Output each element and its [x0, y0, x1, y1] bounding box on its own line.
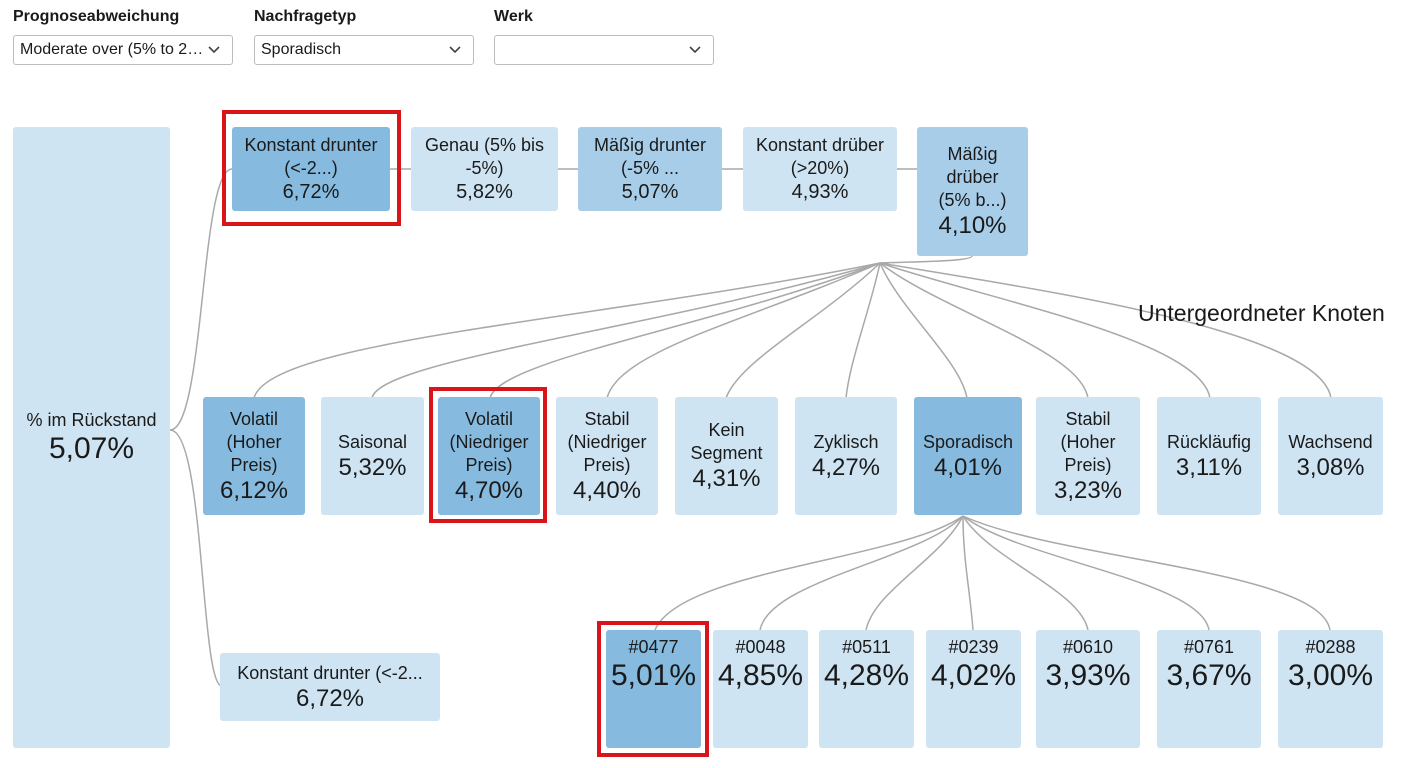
tree-node-level2-expanded[interactable]: Sporadisch 4,01% — [914, 397, 1022, 515]
node-value: 5,07% — [621, 181, 679, 203]
tree-node-level3[interactable]: #0048 4,85% — [713, 630, 808, 748]
tree-node-level1[interactable]: Genau (5% bis -5%) 5,82% — [411, 127, 558, 211]
node-label: Konstant drunter (<-2... — [237, 662, 423, 683]
tree-node-level1[interactable]: Mäßig drunter (-5% ... 5,07% — [578, 127, 722, 211]
node-value: 6,72% — [282, 181, 340, 203]
node-value: 4,10% — [938, 212, 1007, 239]
node-value: 6,72% — [295, 684, 365, 712]
node-value: 3,08% — [1296, 453, 1365, 481]
node-label: Zyklisch — [813, 431, 879, 452]
tree-node-level3[interactable]: #0610 3,93% — [1036, 630, 1140, 748]
node-label: Wachsend — [1288, 431, 1373, 452]
child-node-heading: Untergeordneter Knoten — [1138, 300, 1385, 326]
chevron-down-icon — [689, 46, 701, 54]
node-value: 4,01% — [933, 453, 1003, 481]
node-value: 3,93% — [1045, 659, 1131, 692]
chevron-down-icon — [208, 46, 220, 54]
node-label: Kein Segment — [690, 420, 763, 463]
filter-label: Prognoseabweichung — [13, 8, 180, 25]
nachfragetyp-dropdown[interactable]: Sporadisch — [254, 35, 474, 65]
node-value: 5,82% — [456, 181, 513, 203]
tree-node-level1[interactable]: Konstant drunter (<-2...) 6,72% — [232, 127, 390, 211]
tree-node-level2[interactable]: Stabil (Niedriger Preis) 4,40% — [556, 397, 658, 515]
node-label: #0610 — [1062, 637, 1114, 657]
node-value: 3,23% — [1053, 476, 1123, 504]
prognoseabweichung-dropdown[interactable]: Moderate over (5% to 20%) — [13, 35, 233, 65]
node-label: Konstant drunter (<-2...) — [244, 135, 378, 178]
node-label: Volatil (Hoher Preis) — [226, 408, 282, 475]
node-label: Mäßig drunter (-5% ... — [593, 135, 707, 178]
tree-node-level2[interactable]: Volatil (Hoher Preis) 6,12% — [203, 397, 305, 515]
node-label: Rückläufig — [1166, 431, 1252, 452]
tree-node-branch[interactable]: Konstant drunter (<-2... 6,72% — [220, 653, 440, 721]
node-value: 4,28% — [823, 659, 910, 692]
node-value: 4,27% — [811, 453, 881, 481]
node-value: 4,93% — [791, 181, 849, 203]
filter-label: Werk — [494, 8, 533, 25]
node-value: 5,01% — [610, 659, 697, 692]
node-label: #0511 — [842, 637, 891, 657]
filter-prognoseabweichung: Prognoseabweichung Moderate over (5% to … — [13, 8, 233, 65]
tree-node-level3[interactable]: #0288 3,00% — [1278, 630, 1383, 748]
tree-node-level2[interactable]: Volatil (Niedriger Preis) 4,70% — [438, 397, 540, 515]
node-value: 4,85% — [717, 659, 804, 692]
filter-nachfragetyp: Nachfragetyp Sporadisch — [254, 8, 474, 65]
filter-label: Nachfragetyp — [254, 8, 357, 25]
node-label: Stabil (Niedriger Preis) — [567, 408, 647, 475]
chevron-down-icon — [449, 46, 461, 54]
node-label: Sporadisch — [922, 431, 1014, 452]
tree-node-level2[interactable]: Stabil (Hoher Preis) 3,23% — [1036, 397, 1140, 515]
node-value: 3,67% — [1166, 659, 1252, 692]
node-label: #0761 — [1183, 637, 1235, 657]
node-label: Saisonal — [337, 431, 408, 452]
node-value: 3,00% — [1287, 659, 1374, 692]
node-label: Konstant drüber (>20%) — [755, 135, 885, 178]
tree-root-node[interactable]: % im Rückstand 5,07% — [13, 127, 170, 748]
node-value: 6,12% — [219, 476, 289, 504]
node-label: Genau (5% bis -5%) — [424, 135, 545, 178]
node-label: % im Rückstand — [26, 410, 157, 430]
node-value: 4,02% — [930, 659, 1017, 692]
tree-node-level2[interactable]: Saisonal 5,32% — [321, 397, 424, 515]
tree-node-level1[interactable]: Konstant drüber (>20%) 4,93% — [743, 127, 897, 211]
tree-node-level2[interactable]: Kein Segment 4,31% — [675, 397, 778, 515]
werk-dropdown[interactable] — [494, 35, 714, 65]
tree-node-level3[interactable]: #0761 3,67% — [1157, 630, 1261, 748]
node-label: #0477 — [628, 637, 679, 657]
node-value: 3,11% — [1175, 453, 1243, 481]
node-label: Mäßig drüber (5% b...) — [938, 144, 1007, 210]
tree-node-level1-expanded[interactable]: Mäßig drüber (5% b...) 4,10% — [917, 127, 1028, 256]
tree-node-level3[interactable]: #0239 4,02% — [926, 630, 1021, 748]
tree-node-level2[interactable]: Zyklisch 4,27% — [795, 397, 897, 515]
node-label: Volatil (Niedriger Preis) — [449, 408, 529, 475]
node-value: 5,32% — [338, 453, 407, 481]
tree-node-level3[interactable]: #0511 4,28% — [819, 630, 914, 748]
tree-node-level2[interactable]: Wachsend 3,08% — [1278, 397, 1383, 515]
node-value: 4,70% — [454, 476, 524, 504]
node-label: #0239 — [948, 637, 999, 657]
tree-node-level2[interactable]: Rückläufig 3,11% — [1157, 397, 1261, 515]
node-label: #0048 — [735, 637, 786, 657]
node-value: 5,07% — [48, 432, 135, 465]
node-label: #0288 — [1305, 637, 1356, 657]
node-value: 4,40% — [572, 476, 642, 504]
node-label: Stabil (Hoher Preis) — [1060, 408, 1116, 475]
tree-node-level3[interactable]: #0477 5,01% — [606, 630, 701, 748]
node-value: 4,31% — [692, 465, 761, 492]
filter-werk: Werk — [494, 8, 714, 65]
